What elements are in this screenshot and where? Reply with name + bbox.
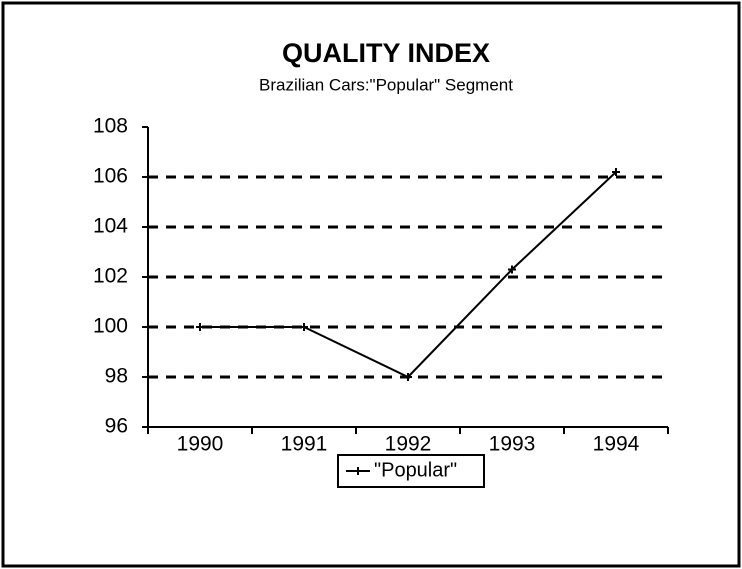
y-tick-label: 104 (93, 215, 128, 238)
y-tick-label: 96 (105, 415, 128, 438)
y-tick-label: 106 (93, 165, 128, 188)
legend-label: "Popular" (374, 459, 457, 481)
y-tick-label: 108 (93, 115, 128, 138)
chart-subtitle: Brazilian Cars:"Popular" Segment (259, 75, 513, 94)
data-point (508, 265, 516, 274)
y-tick-label: 100 (93, 315, 128, 338)
data-point (612, 168, 620, 176)
x-tick-label: 1991 (281, 433, 328, 456)
data-point (196, 323, 204, 331)
x-tick-label: 1993 (489, 433, 536, 456)
x-tick-label: 1992 (385, 433, 432, 456)
legend-box (337, 454, 485, 488)
chart-title: QUALITY INDEX (282, 38, 490, 68)
data-point (300, 323, 308, 331)
y-tick-label: 102 (93, 265, 128, 288)
x-tick-label: 1994 (593, 433, 640, 456)
x-tick-label: 1990 (177, 433, 224, 456)
y-tick-label: 98 (105, 365, 128, 388)
legend-marker (354, 467, 362, 475)
data-point (404, 373, 412, 381)
